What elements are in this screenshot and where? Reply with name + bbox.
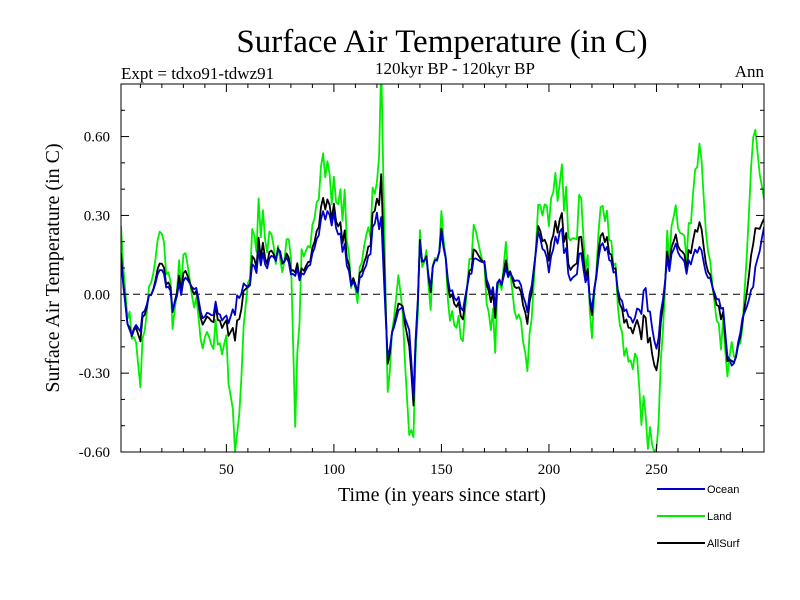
x-axis-label: Time (in years since start) xyxy=(338,484,546,506)
y-tick-label: -0.30 xyxy=(79,366,110,382)
experiment-label: Expt = tdxo91-tdwz91 xyxy=(121,64,274,83)
y-tick-label: -0.60 xyxy=(79,445,110,461)
plot-area xyxy=(121,84,764,452)
y-tick-label: 0.60 xyxy=(84,130,110,146)
legend-label-allsurf: AllSurf xyxy=(707,538,740,550)
chart-subtitle: 120kyr BP - 120kyr BP xyxy=(375,59,535,78)
y-axis-label: Surface Air Temperature (in C) xyxy=(42,143,64,392)
y-tick-label: 0.30 xyxy=(84,208,110,224)
season-label: Ann xyxy=(735,62,765,81)
series-line-allsurf xyxy=(121,173,764,407)
plot-frame xyxy=(120,83,765,453)
series-line-ocean xyxy=(121,210,764,398)
x-tick-label: 50 xyxy=(219,462,234,478)
x-tick-label: 150 xyxy=(430,462,453,478)
x-tick-label: 100 xyxy=(323,462,346,478)
chart-title: Surface Air Temperature (in C) xyxy=(236,24,647,60)
legend-label-land: Land xyxy=(707,511,731,523)
x-tick-label: 250 xyxy=(645,462,668,478)
legend: Ocean Land AllSurf xyxy=(657,484,740,550)
axes: 50 100 150 200 250 -0.60 -0.30 0.00 0.30 0.60 xyxy=(79,83,765,478)
y-tick-label: 0.00 xyxy=(84,287,110,303)
x-tick-label: 200 xyxy=(538,462,561,478)
legend-label-ocean: Ocean xyxy=(707,484,739,496)
